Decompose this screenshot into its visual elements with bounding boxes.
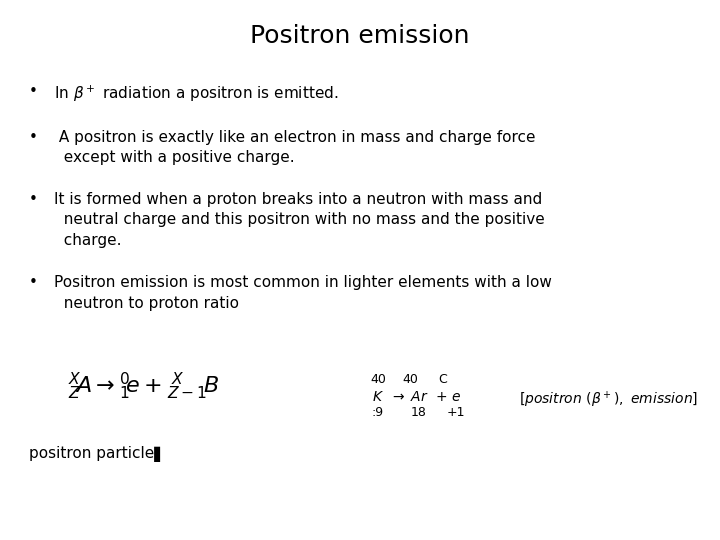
Text: •: • xyxy=(29,130,37,145)
Text: Positron emission: Positron emission xyxy=(251,24,469,48)
Text: $\rightarrow$: $\rightarrow$ xyxy=(390,390,406,404)
Text: It is formed when a proton breaks into a neutron with mass and
  neutral charge : It is formed when a proton breaks into a… xyxy=(54,192,545,247)
Text: C: C xyxy=(438,373,447,386)
Text: 40: 40 xyxy=(402,373,418,386)
Text: •: • xyxy=(29,84,37,99)
Text: 40: 40 xyxy=(370,373,386,386)
Text: •: • xyxy=(29,275,37,291)
Text: $[positron\ (\beta^+),\ emission]$: $[positron\ (\beta^+),\ emission]$ xyxy=(519,390,698,410)
Text: $\mathit{e}$: $\mathit{e}$ xyxy=(451,390,461,404)
Text: $\mathit{Ar}$: $\mathit{Ar}$ xyxy=(410,390,428,404)
Text: positron particle▌: positron particle▌ xyxy=(29,446,166,462)
Text: $\mathit{^X_Z\!A} \rightarrow \mathit{^0_1\!e} + \mathit{^{\;X}_{Z-1}\!B}$: $\mathit{^X_Z\!A} \rightarrow \mathit{^0… xyxy=(68,370,220,402)
Text: A positron is exactly like an electron in mass and charge force
  except with a : A positron is exactly like an electron i… xyxy=(54,130,536,165)
Text: $\mathit{K}$: $\mathit{K}$ xyxy=(372,390,384,404)
Text: Positron emission is most common in lighter elements with a low
  neutron to pro: Positron emission is most common in ligh… xyxy=(54,275,552,311)
Text: +1: +1 xyxy=(446,406,465,419)
Text: 18: 18 xyxy=(411,406,427,419)
Text: •: • xyxy=(29,192,37,207)
Text: +: + xyxy=(436,390,447,404)
Text: :9: :9 xyxy=(372,406,384,419)
Text: In $\beta^+$ radiation a positron is emitted.: In $\beta^+$ radiation a positron is emi… xyxy=(54,84,338,104)
